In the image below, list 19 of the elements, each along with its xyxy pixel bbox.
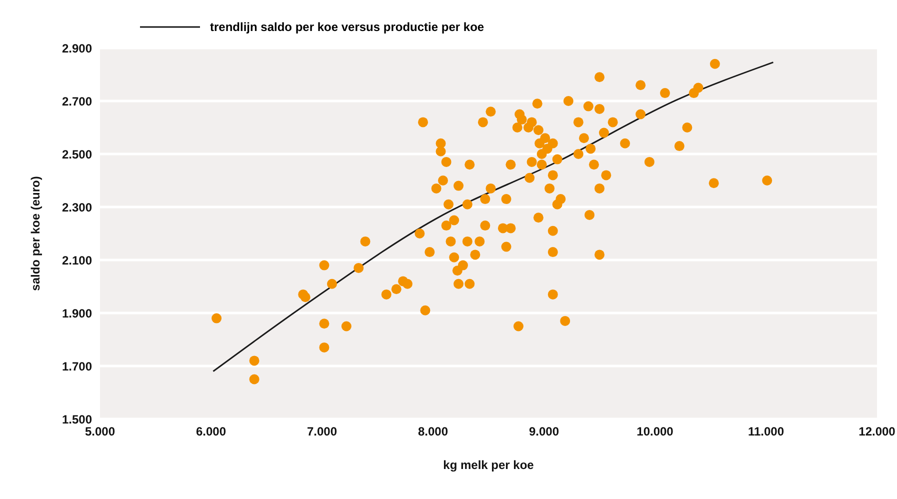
y-tick-label: 2.700 [62, 94, 92, 108]
y-tick-label: 2.500 [62, 147, 92, 162]
y-axis-title: saldo per koe (euro) [28, 176, 42, 291]
y-tick-label: 2.300 [62, 200, 92, 214]
y-tick-label: 2.100 [62, 253, 92, 268]
x-tick-label: 10.000 [636, 424, 674, 439]
y-tick-label: 2.900 [62, 41, 92, 56]
y-tick-label: 1.700 [62, 359, 92, 374]
x-tick-label: 5.000 [84, 424, 116, 439]
legend-label: trendlijn saldo per koe versus productie per koe [210, 20, 484, 34]
y-tick-label: 1.500 [62, 412, 92, 426]
x-axis-title: kg melk per koe [443, 458, 534, 472]
x-tick-label: 12.000 [858, 424, 896, 439]
x-tick-label: 6.000 [196, 424, 226, 439]
y-tick-label: 1.900 [62, 306, 92, 320]
x-tick-label: 7.000 [306, 424, 338, 439]
x-tick-label: 9.000 [528, 424, 560, 439]
x-tick-label: 11.000 [748, 424, 784, 439]
x-tick-label: 8.000 [418, 424, 448, 439]
